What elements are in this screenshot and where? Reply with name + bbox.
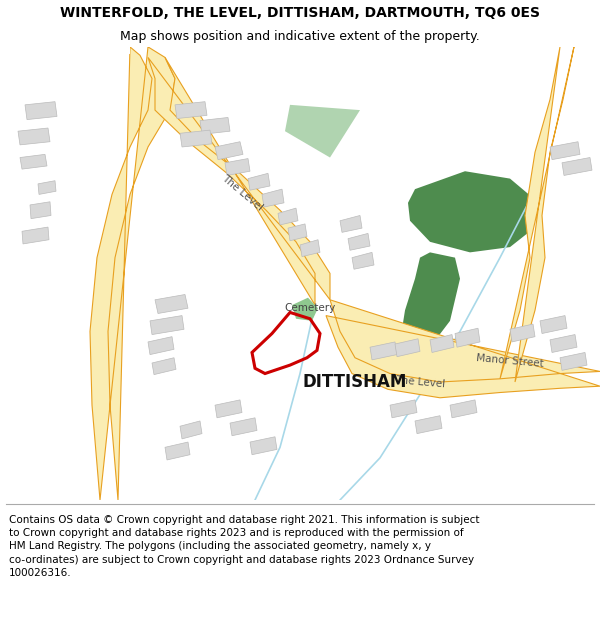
Polygon shape <box>148 337 174 354</box>
Polygon shape <box>262 189 284 207</box>
Polygon shape <box>408 171 535 252</box>
Polygon shape <box>390 400 417 418</box>
Polygon shape <box>370 342 397 360</box>
Text: Contains OS data © Crown copyright and database right 2021. This information is : Contains OS data © Crown copyright and d… <box>9 515 479 578</box>
Polygon shape <box>248 173 270 190</box>
Polygon shape <box>550 142 580 159</box>
Polygon shape <box>155 294 188 314</box>
Text: Manor Street: Manor Street <box>476 353 544 369</box>
Polygon shape <box>180 130 212 147</box>
Polygon shape <box>430 334 454 352</box>
Polygon shape <box>215 142 243 159</box>
Polygon shape <box>292 298 318 321</box>
Polygon shape <box>510 324 535 342</box>
Polygon shape <box>20 154 47 169</box>
Polygon shape <box>278 208 298 225</box>
Text: WINTERFOLD, THE LEVEL, DITTISHAM, DARTMOUTH, TQ6 0ES: WINTERFOLD, THE LEVEL, DITTISHAM, DARTMO… <box>60 6 540 20</box>
Polygon shape <box>540 316 567 334</box>
Polygon shape <box>348 233 370 250</box>
Polygon shape <box>165 442 190 460</box>
Polygon shape <box>148 58 330 305</box>
Polygon shape <box>340 216 362 232</box>
Polygon shape <box>150 316 184 334</box>
Polygon shape <box>22 227 49 244</box>
Polygon shape <box>500 47 574 382</box>
Polygon shape <box>560 352 587 371</box>
Polygon shape <box>400 253 460 358</box>
Polygon shape <box>18 128 50 145</box>
Polygon shape <box>250 437 277 455</box>
Polygon shape <box>395 339 420 357</box>
Text: Cemetery: Cemetery <box>284 303 335 313</box>
Polygon shape <box>455 328 480 348</box>
Polygon shape <box>90 47 175 500</box>
Text: The Level: The Level <box>220 173 265 213</box>
Polygon shape <box>300 240 320 257</box>
Text: Map shows position and indicative extent of the property.: Map shows position and indicative extent… <box>120 30 480 43</box>
Polygon shape <box>25 102 57 119</box>
Polygon shape <box>180 421 202 439</box>
Polygon shape <box>215 400 242 418</box>
Polygon shape <box>175 102 207 119</box>
Polygon shape <box>230 418 257 436</box>
Polygon shape <box>285 105 360 158</box>
Polygon shape <box>562 158 592 176</box>
Polygon shape <box>352 253 374 269</box>
Polygon shape <box>38 181 56 194</box>
Polygon shape <box>200 118 230 134</box>
Polygon shape <box>550 334 577 352</box>
Text: The Level: The Level <box>395 375 445 389</box>
Polygon shape <box>30 202 51 219</box>
Text: DITTISHAM: DITTISHAM <box>303 373 407 391</box>
Polygon shape <box>288 224 307 241</box>
Polygon shape <box>152 357 176 374</box>
Polygon shape <box>326 300 600 398</box>
Polygon shape <box>225 159 250 176</box>
Polygon shape <box>450 400 477 418</box>
Polygon shape <box>415 416 442 434</box>
